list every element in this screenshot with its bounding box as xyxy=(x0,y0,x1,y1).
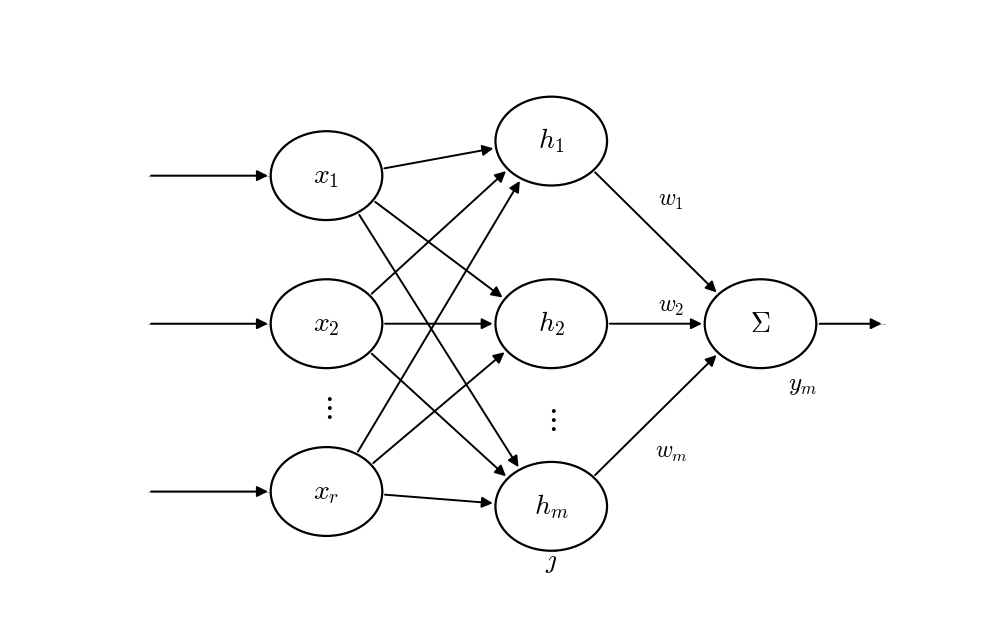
Text: $x_r$: $x_r$ xyxy=(313,478,340,506)
Ellipse shape xyxy=(271,131,382,220)
Text: $h_m$: $h_m$ xyxy=(534,492,569,520)
Text: $w_m$: $w_m$ xyxy=(655,440,688,464)
Ellipse shape xyxy=(271,447,382,536)
Text: $w_1$: $w_1$ xyxy=(658,188,684,212)
Text: $j$: $j$ xyxy=(545,547,558,574)
Text: $w_2$: $w_2$ xyxy=(658,294,685,319)
Text: $y_m$: $y_m$ xyxy=(788,374,817,397)
Ellipse shape xyxy=(495,279,607,368)
Text: $x_1$: $x_1$ xyxy=(313,162,340,190)
Text: $\vdots$: $\vdots$ xyxy=(545,406,557,435)
Ellipse shape xyxy=(271,279,382,368)
Text: $h_2$: $h_2$ xyxy=(538,310,565,338)
Ellipse shape xyxy=(495,462,607,551)
Ellipse shape xyxy=(705,279,816,368)
Text: $\Sigma$: $\Sigma$ xyxy=(750,310,771,338)
Ellipse shape xyxy=(495,97,607,185)
Text: $x_2$: $x_2$ xyxy=(313,310,340,338)
Text: $h_1$: $h_1$ xyxy=(538,127,564,156)
Text: $\vdots$: $\vdots$ xyxy=(321,393,332,422)
